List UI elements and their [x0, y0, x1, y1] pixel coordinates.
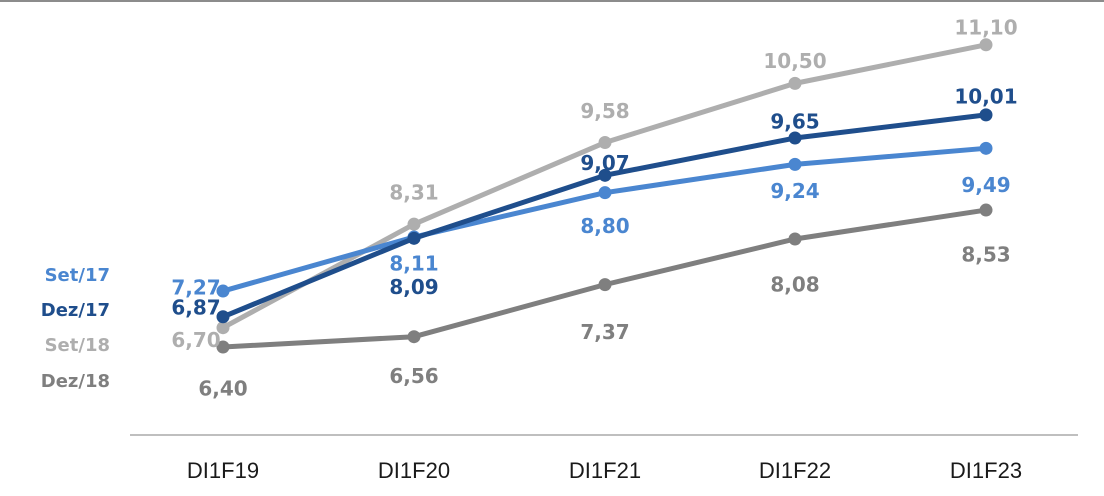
data-label-set-17: 8,80: [580, 214, 629, 238]
data-label-set-18: 11,10: [954, 15, 1017, 39]
data-label-dez-18: 6,40: [198, 377, 247, 401]
category-label: DI1F22: [759, 458, 831, 483]
data-point-set-18: [788, 76, 802, 90]
data-label-set-17: 8,11: [389, 252, 438, 276]
data-point-dez-17: [598, 168, 612, 182]
legend-item-dez-17: Dez/17: [41, 300, 110, 321]
data-point-set-17: [216, 284, 230, 298]
category-label: DI1F21: [569, 458, 641, 483]
data-label-set-17: 9,24: [770, 179, 819, 203]
data-label-dez-18: 8,08: [770, 272, 819, 296]
data-label-dez-18: 7,37: [580, 320, 629, 344]
category-label: DI1F19: [187, 458, 259, 483]
category-labels: DI1F19 DI1F20 DI1F21 DI1F22 DI1F23: [187, 458, 1022, 483]
legend-item-set-17: Set/17: [45, 265, 110, 286]
data-point-dez-18: [216, 340, 230, 354]
data-point-set-17: [788, 157, 802, 171]
category-label: DI1F20: [378, 458, 450, 483]
data-label-dez-17: 10,01: [954, 84, 1017, 108]
data-label-set-18: 8,31: [389, 181, 438, 205]
legend: Set/17 Dez/17 Set/18 Dez/18: [41, 265, 110, 392]
data-point-dez-17: [979, 108, 993, 122]
data-point-dez-17: [407, 231, 421, 245]
data-label-dez-17: 9,07: [580, 151, 629, 175]
data-label-dez-17: 8,09: [389, 275, 438, 299]
data-label-set-18: 10,50: [763, 49, 826, 73]
data-point-set-18: [598, 136, 612, 150]
data-point-dez-18: [407, 330, 421, 344]
data-label-set-18: 6,70: [171, 328, 220, 352]
data-point-set-18: [407, 217, 421, 231]
data-point-set-17: [598, 186, 612, 200]
data-label-dez-17: 6,87: [171, 295, 220, 319]
data-label-dez-18: 6,56: [389, 364, 438, 388]
series-layer: [216, 38, 993, 354]
legend-item-dez-18: Dez/18: [41, 371, 110, 392]
data-point-dez-17: [788, 131, 802, 145]
category-label: DI1F23: [950, 458, 1022, 483]
data-point-dez-17: [216, 310, 230, 324]
data-label-set-18: 9,58: [580, 99, 629, 123]
data-labels-layer: 6,70 8,31 9,58 10,50 11,10 7,27 8,11 8,80 9,24 9,…: [171, 15, 1017, 400]
data-point-dez-18: [598, 278, 612, 292]
data-label-dez-18: 8,53: [961, 243, 1010, 267]
data-point-set-18: [216, 321, 230, 335]
data-point-dez-18: [979, 203, 993, 217]
legend-item-set-18: Set/18: [45, 335, 110, 356]
data-label-dez-17: 9,65: [770, 110, 819, 134]
data-point-set-17: [979, 141, 993, 155]
data-point-dez-18: [788, 232, 802, 246]
data-label-set-17: 9,49: [961, 173, 1010, 197]
data-label-set-17: 7,27: [171, 276, 220, 300]
data-point-set-18: [979, 38, 993, 52]
